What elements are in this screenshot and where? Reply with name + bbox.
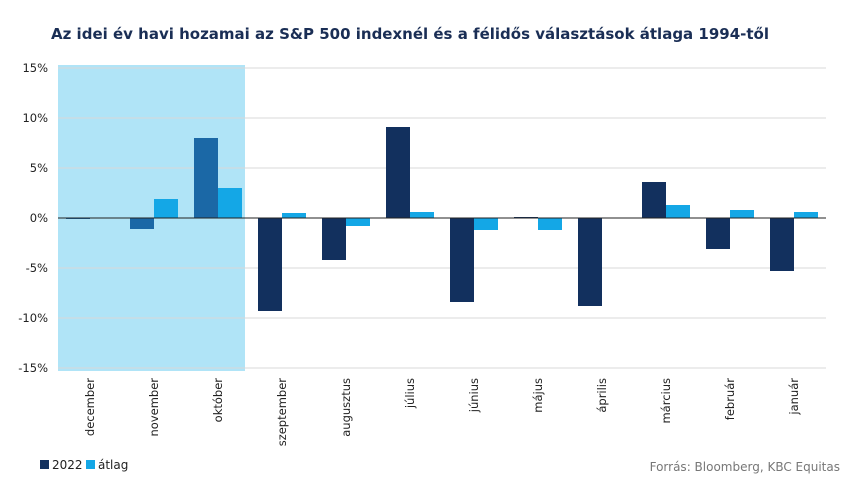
- bar-2022: [642, 182, 666, 218]
- legend: 2022 átlag: [40, 458, 128, 472]
- y-tick-label: -15%: [18, 361, 48, 375]
- x-tick-label: április: [595, 378, 609, 413]
- y-tick-label: 15%: [22, 61, 48, 75]
- x-tick-label: november: [147, 378, 161, 437]
- bar-2022: [386, 127, 410, 218]
- source-note: Forrás: Bloomberg, KBC Equitas: [650, 460, 840, 474]
- bar-2022: [450, 218, 474, 302]
- bar-atlag: [538, 218, 562, 230]
- bar-atlag: [154, 199, 178, 218]
- bar-atlag: [346, 218, 370, 226]
- bar-2022: [130, 218, 154, 229]
- bars: [66, 127, 818, 311]
- bar-2022: [770, 218, 794, 271]
- bar-atlag: [730, 210, 754, 218]
- legend-swatch-2022: [40, 460, 49, 469]
- legend-swatch-atlag: [86, 460, 95, 469]
- x-axis-labels: december november október szeptember auguszt…: [83, 378, 801, 447]
- y-tick-label: 10%: [22, 111, 48, 125]
- bar-2022: [194, 138, 218, 218]
- x-tick-label: június: [467, 378, 481, 413]
- x-tick-label: március: [659, 378, 673, 424]
- y-tick-label: 5%: [30, 161, 48, 175]
- x-tick-label: augusztus: [339, 378, 353, 437]
- legend-label-atlag: átlag: [98, 458, 128, 472]
- x-tick-label: május: [531, 378, 545, 413]
- x-tick-label: december: [83, 378, 97, 436]
- bar-2022: [258, 218, 282, 311]
- legend-label-2022: 2022: [52, 458, 83, 472]
- x-tick-label: október: [211, 378, 225, 423]
- bar-atlag: [474, 218, 498, 230]
- x-tick-label: július: [403, 378, 417, 409]
- x-tick-label: január: [787, 378, 801, 416]
- x-tick-label: február: [723, 378, 737, 420]
- y-tick-label: -10%: [18, 311, 48, 325]
- bar-2022: [322, 218, 346, 260]
- bar-2022: [578, 218, 602, 306]
- chart-title: Az idei év havi hozamai az S&P 500 index…: [51, 25, 769, 43]
- gridlines: [58, 67, 826, 369]
- bar-atlag: [794, 212, 818, 218]
- bar-atlag: [666, 205, 690, 218]
- bar-2022: [706, 218, 730, 249]
- bar-atlag: [410, 212, 434, 218]
- y-tick-label: 0%: [30, 211, 48, 225]
- bar-atlag: [282, 213, 306, 218]
- y-tick-label: -5%: [26, 261, 48, 275]
- x-tick-label: szeptember: [275, 378, 289, 447]
- y-axis-ticks: 15% 10% 5% 0% -5% -10% -15%: [18, 61, 48, 375]
- bar-atlag: [218, 188, 242, 218]
